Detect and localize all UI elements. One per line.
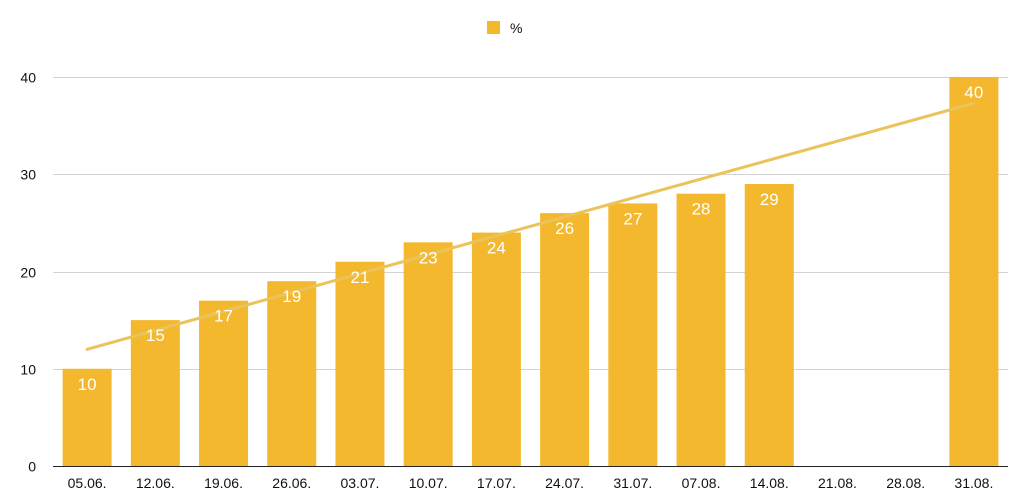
- legend-swatch: [487, 21, 500, 34]
- bar: [267, 281, 317, 466]
- data-labels: 10 15 17 19 21 23 24 26 27 28 29 40: [78, 83, 984, 394]
- bar: [335, 261, 385, 466]
- x-tick-label: 19.06.: [204, 475, 243, 491]
- data-label: 17: [214, 307, 233, 326]
- data-label: 15: [146, 326, 165, 345]
- bar: [62, 368, 112, 466]
- x-tick-label: 12.06.: [136, 475, 175, 491]
- x-tick-label: 03.07.: [340, 475, 379, 491]
- y-tick-label: 20: [20, 265, 36, 281]
- data-label: 26: [555, 219, 574, 238]
- x-tick-label: 10.07.: [409, 475, 448, 491]
- x-tick-label: 28.08.: [886, 475, 925, 491]
- data-label: 19: [282, 287, 301, 306]
- data-label: 29: [760, 190, 779, 209]
- bar: [949, 77, 999, 466]
- bar: [676, 193, 726, 466]
- y-tick-label: 30: [20, 167, 36, 183]
- y-tick-label: 40: [20, 70, 36, 86]
- x-tick-label: 26.06.: [272, 475, 311, 491]
- x-tick-label: 24.07.: [545, 475, 584, 491]
- bar: [130, 320, 180, 466]
- y-tick-label: 10: [20, 362, 36, 378]
- trendline-layer: [85, 101, 976, 351]
- data-label: 24: [487, 239, 506, 258]
- x-tick-label: 21.08.: [818, 475, 857, 491]
- x-tick-label: 31.08.: [954, 475, 993, 491]
- data-label: 10: [78, 375, 97, 394]
- legend: %: [487, 20, 522, 36]
- bar: [199, 300, 249, 466]
- data-label: 28: [692, 200, 711, 219]
- bars: [62, 77, 999, 467]
- x-tick-label: 31.07.: [613, 475, 652, 491]
- data-label: 40: [964, 83, 983, 102]
- y-tick-label: 0: [28, 459, 36, 475]
- x-axis: 05.06. 12.06. 19.06. 26.06. 03.07. 10.07. 17.0…: [68, 475, 994, 491]
- x-tick-label: 07.08.: [682, 475, 721, 491]
- data-label: 27: [623, 209, 642, 228]
- x-tick-label: 17.07.: [477, 475, 516, 491]
- bar: [403, 242, 453, 466]
- legend-label: %: [510, 20, 522, 36]
- x-tick-label: 14.08.: [750, 475, 789, 491]
- trendline: [85, 101, 976, 351]
- y-axis: 0 10 20 30 40: [20, 70, 36, 475]
- data-label: 21: [351, 268, 370, 287]
- data-label: 23: [419, 248, 438, 267]
- bar: [540, 213, 590, 466]
- bar: [608, 203, 658, 467]
- bar: [471, 232, 521, 466]
- x-tick-label: 05.06.: [68, 475, 107, 491]
- bar: [744, 183, 794, 466]
- grid: [53, 77, 1008, 467]
